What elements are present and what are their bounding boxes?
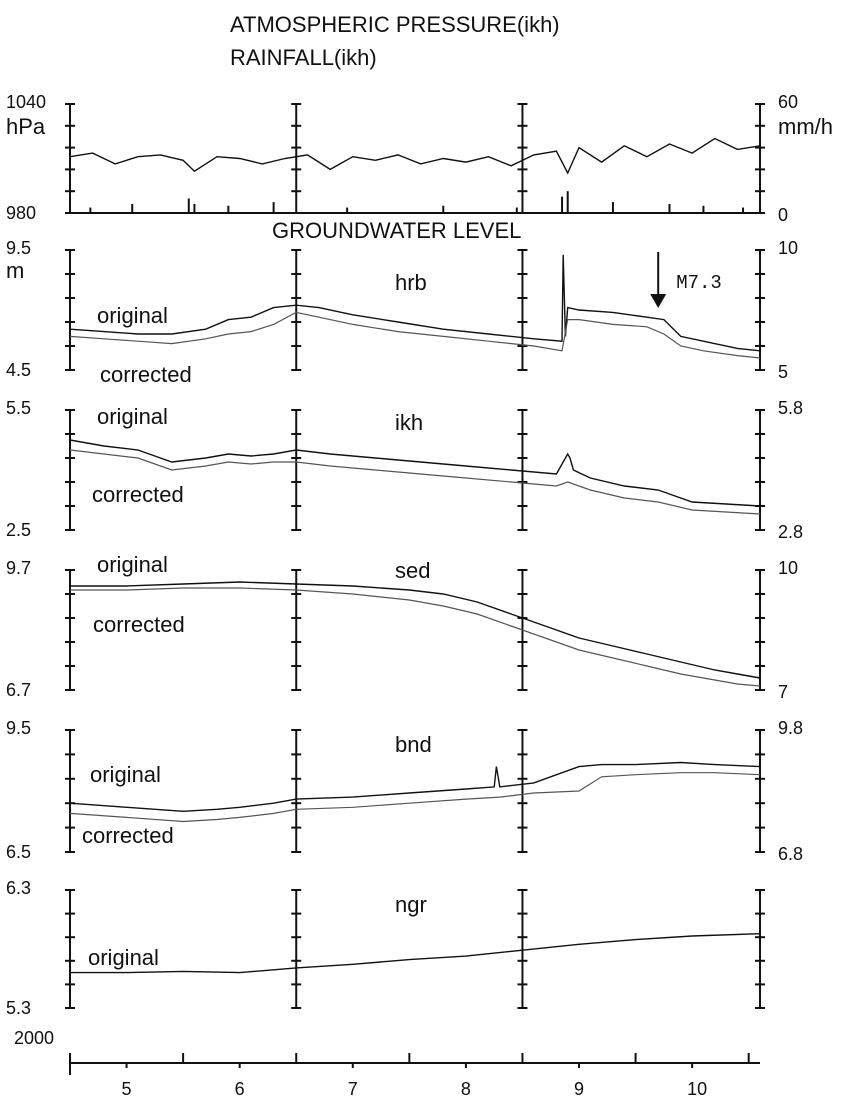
- panel-sed-label-corrected: corrected: [93, 612, 185, 637]
- panel-hrb: 9.5 4.5 10 5 m hrb original corrected: [6, 238, 798, 387]
- month-label-6: 6: [235, 1079, 245, 1099]
- panel-pressure-series-pressure: [69, 137, 761, 175]
- panel-bnd-ymax-label: 9.5: [6, 718, 31, 738]
- chart-title-line-1: ATMOSPHERIC PRESSURE(ikh): [230, 12, 560, 37]
- earthquake-marker: M7.3: [650, 252, 722, 308]
- panel-pressure-right-unit: mm/h: [778, 114, 833, 139]
- panel-ngr-ymax-label: 6.3: [6, 878, 31, 898]
- earthquake-label: M7.3: [676, 272, 722, 294]
- panel-sed-series-corrected: [70, 587, 761, 687]
- panel-ngr-name: ngr: [395, 892, 427, 917]
- panel-ikh-label-corrected: corrected: [92, 482, 184, 507]
- panel-ikh-ymax-label: 5.5: [6, 398, 31, 418]
- panel-ikh-series-original: [69, 439, 761, 507]
- panel-bnd-series-corrected: [69, 772, 761, 823]
- panel-hrb-ymin-right-label: 5: [778, 362, 788, 382]
- panel-sed-series-original: [70, 581, 761, 679]
- panel-bnd-ymax-right-label: 9.8: [778, 718, 803, 738]
- panel-hrb-left-unit: m: [6, 258, 24, 283]
- panel-pressure-ymax-label: 1040: [6, 92, 46, 112]
- panel-ikh-ymin-label: 2.5: [6, 520, 31, 540]
- time-axis: 2000 5 6 7 8 9 10: [14, 1028, 760, 1099]
- panel-ikh-label-original: original: [97, 404, 168, 429]
- panel-hrb-label-corrected: corrected: [100, 362, 192, 387]
- panel-ngr-series-original: [70, 933, 761, 974]
- month-label-7: 7: [348, 1079, 358, 1099]
- panel-pressure-left-unit: hPa: [6, 114, 46, 139]
- year-label: 2000: [14, 1028, 54, 1048]
- panel-sed-name: sed: [395, 558, 430, 583]
- panel-bnd-ymin-right-label: 6.8: [778, 844, 803, 864]
- panel-hrb-ymin-label: 4.5: [6, 360, 31, 380]
- panel-pressure-ymin-label: 980: [6, 203, 36, 223]
- chart-title-line-2: RAINFALL(ikh): [230, 45, 377, 70]
- panel-bnd-label-original: original: [90, 762, 161, 787]
- earthquake-arrow-head: [650, 294, 667, 308]
- month-label-10: 10: [687, 1079, 707, 1099]
- panel-ikh: 5.5 2.5 5.8 2.8 ikh original corrected: [6, 398, 803, 542]
- panel-hrb-ymax-label: 9.5: [6, 238, 31, 258]
- panel-hrb-name: hrb: [395, 270, 427, 295]
- panel-pressure: 1040 980 60 0 hPa mm/h: [6, 92, 833, 225]
- panel-sed-ymin-label: 6.7: [6, 680, 31, 700]
- panel-sed: 9.7 6.7 10 7 sed original corrected: [6, 552, 798, 702]
- panel-pressure-ymin-right-label: 0: [778, 205, 788, 225]
- panel-hrb-label-original: original: [97, 303, 168, 328]
- panel-bnd-name: bnd: [395, 732, 432, 757]
- panel-sed-label-original: original: [97, 552, 168, 577]
- panels-layer: 1040 980 60 0 hPa mm/h 9.5 4.5 10 5 m hrb original co…: [6, 92, 833, 1018]
- panel-bnd: 9.5 6.5 9.8 6.8 bnd original corrected: [6, 718, 803, 864]
- panel-ikh-ymax-right-label: 5.8: [778, 398, 803, 418]
- groundwater-section-title: GROUNDWATER LEVEL: [272, 218, 521, 243]
- month-label-8: 8: [461, 1079, 471, 1099]
- panel-pressure-ymax-right-label: 60: [778, 92, 798, 112]
- panel-ikh-series-corrected: [69, 449, 761, 515]
- panel-sed-ymax-right-label: 10: [778, 558, 798, 578]
- month-label-9: 9: [574, 1079, 584, 1099]
- panel-bnd-label-corrected: corrected: [82, 823, 174, 848]
- panel-bnd-ymin-label: 6.5: [6, 842, 31, 862]
- panel-hrb-series-original: [69, 254, 761, 352]
- panel-hrb-series-corrected: [69, 311, 761, 359]
- panel-sed-ymin-right-label: 7: [778, 682, 788, 702]
- panel-bnd-series-original: [69, 761, 761, 813]
- panel-hrb-ymax-right-label: 10: [778, 238, 798, 258]
- panel-ikh-ymin-right-label: 2.8: [778, 522, 803, 542]
- month-label-5: 5: [122, 1079, 132, 1099]
- panel-sed-ymax-label: 9.7: [6, 558, 31, 578]
- panel-ngr-ymin-label: 5.3: [6, 998, 31, 1018]
- panel-ngr-label-original: original: [88, 945, 159, 970]
- panel-ikh-name: ikh: [395, 410, 423, 435]
- panel-ngr: 6.3 5.3 ngr original: [6, 878, 765, 1018]
